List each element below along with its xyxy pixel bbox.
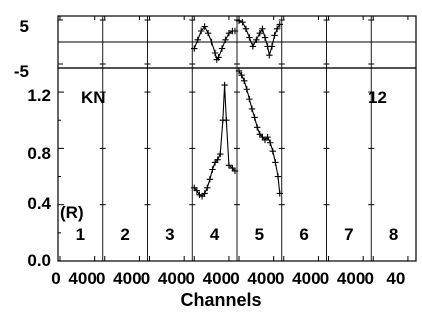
ratio-point (272, 159, 279, 166)
ratio-point (248, 105, 256, 113)
residual-line-panel-4 (193, 25, 235, 61)
residual-point (266, 52, 273, 59)
ratio-point (231, 167, 239, 175)
x-axis-title: Channels (180, 290, 261, 310)
ratio-point (193, 187, 201, 194)
x-tick-label: 0 (51, 269, 60, 288)
x-tick-label: 400 (68, 269, 96, 288)
x-tick-label: 400 (113, 269, 141, 288)
ratio-point (243, 86, 251, 93)
residual-point (191, 45, 198, 52)
ratio-point (241, 77, 248, 85)
residual-point (259, 25, 266, 32)
x-tick-label: 0 (96, 269, 105, 288)
ratio-point (221, 81, 228, 89)
data-series (191, 17, 283, 200)
residual-point (201, 23, 208, 30)
x-tick-label: 0 (230, 269, 239, 288)
ratio-point (225, 162, 233, 169)
panel-label-2: 2 (120, 225, 129, 244)
y-tick-0.4: 0.4 (27, 194, 51, 213)
annotation-kn: KN (81, 88, 106, 107)
x-tick-label: 400 (337, 269, 365, 288)
y-tick-top-5: 5 (20, 17, 29, 36)
residual-point (208, 38, 215, 46)
residual-point (273, 25, 281, 32)
ratio-point (251, 114, 258, 121)
ratio-point (235, 67, 243, 75)
residual-point (194, 36, 201, 43)
residual-point (246, 34, 253, 41)
panel-label-5: 5 (255, 225, 264, 244)
panel-dividers (102, 16, 372, 261)
ratio-point (269, 148, 277, 155)
ratio-point (267, 139, 274, 146)
residual-point (235, 17, 243, 25)
x-tick-label: 400 (292, 269, 320, 288)
residual-point (242, 25, 250, 32)
x-tick-label: 0 (320, 269, 329, 288)
panel-label-3: 3 (165, 225, 174, 244)
x-tick-label: 400 (203, 269, 231, 288)
annotation-12: 12 (368, 88, 387, 107)
residual-point (256, 30, 264, 37)
y-tick-top-minus5: -5 (14, 62, 29, 81)
panel-label-6: 6 (299, 225, 308, 244)
axis-ticks (58, 16, 409, 262)
x-tick-label: 0 (141, 269, 150, 288)
y-tick-1.2: 1.2 (27, 86, 51, 105)
y-tick-0.8: 0.8 (27, 144, 51, 163)
ratio-point (274, 173, 282, 180)
residual-point (222, 36, 229, 43)
residual-point (218, 45, 226, 52)
x-tick-label: 400 (247, 269, 275, 288)
ratio-point (276, 190, 283, 197)
residual-point (225, 30, 233, 37)
residual-point (253, 36, 260, 43)
panel-label-1: 1 (76, 225, 85, 244)
ratio-point (246, 95, 253, 103)
y-tick-0.0: 0.0 (27, 251, 51, 270)
panel-label-7: 7 (344, 225, 353, 244)
residual-point (197, 27, 205, 35)
ratio-line-panel-4 (193, 85, 236, 197)
ratio-point (214, 156, 221, 163)
ratio-point (206, 176, 214, 183)
residual-point (271, 32, 278, 39)
x-tick-label: 40 (386, 269, 405, 288)
x-tick-label: 0 (365, 269, 374, 288)
panel-label-4: 4 (210, 225, 220, 244)
residual-point (276, 21, 283, 28)
residual-point (231, 27, 239, 35)
residual-point (268, 43, 276, 50)
ratio-point (204, 184, 211, 191)
x-tick-labels: 0 400 0 400 0 400 0 400 0 400 0 400 0 400 0 40 (51, 269, 405, 288)
panel-label-8: 8 (389, 225, 398, 244)
ratio-point (201, 190, 208, 197)
residual-point (211, 49, 219, 57)
residual-point (261, 34, 269, 41)
residual-point (204, 30, 212, 37)
residual-point (249, 43, 257, 50)
annotation-ratio-marker: (R) (60, 203, 84, 222)
ratio-point (223, 117, 230, 124)
x-tick-label: 400 (158, 269, 186, 288)
x-tick-label: 0 (275, 269, 284, 288)
x-tick-label: 0 (186, 269, 195, 288)
ratio-point (209, 166, 216, 173)
ratio-point (217, 150, 224, 158)
residual-line-panel-5 (238, 20, 281, 56)
residual-point (239, 19, 246, 26)
panel-number-labels: 1 2 3 4 5 6 7 8 (76, 225, 399, 244)
ratio-point (254, 124, 261, 131)
ratio-point (238, 71, 245, 79)
residual-point (215, 54, 222, 61)
ratio-point (264, 133, 271, 141)
